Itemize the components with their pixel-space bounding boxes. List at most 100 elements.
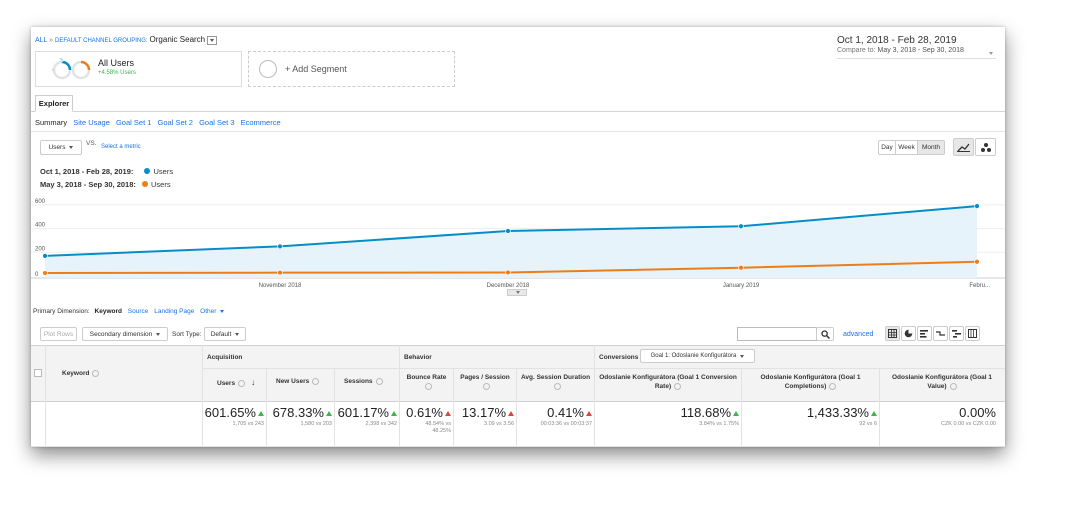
goal-selector-dropdown[interactable]: Goal 1: Odoslanie Konfigurátora xyxy=(640,349,755,363)
add-segment-circle-icon xyxy=(259,60,277,78)
breadcrumb: ALL » DEFAULT CHANNEL GROUPING: Organic … xyxy=(35,35,218,45)
legend-current-metric: Users xyxy=(153,167,174,176)
total-comparison: 92 vs 6 xyxy=(859,421,877,427)
x-tick-label: December 2018 xyxy=(487,283,530,289)
subtab-ecommerce[interactable]: Ecommerce xyxy=(240,118,281,127)
dimension-other[interactable]: Other xyxy=(200,308,217,315)
chevron-down-icon xyxy=(210,38,215,42)
x-tick-label: January 2019 xyxy=(723,283,760,289)
total-comparison: 1,580 vs 203 xyxy=(300,421,333,427)
data-point xyxy=(974,203,980,209)
term-cloud-icon xyxy=(952,330,961,338)
breadcrumb-all-link[interactable]: ALL xyxy=(35,37,48,44)
col-goal1-value-header[interactable]: Odoslanie Konfigurátora (Goal 1 Value) xyxy=(882,373,1002,391)
data-point xyxy=(505,228,511,234)
view-data-button[interactable] xyxy=(885,326,900,341)
total-value-text: 13.17% xyxy=(461,405,506,420)
segment-donut-icon xyxy=(52,58,91,80)
subtab-site-usage[interactable]: Site Usage xyxy=(73,118,110,127)
col-bounce-rate-header[interactable]: Bounce Rate xyxy=(400,373,453,391)
trend-down-icon xyxy=(445,411,451,417)
total-comparison: 2,398 vs 342 xyxy=(365,421,398,427)
breadcrumb-dropdown[interactable] xyxy=(207,35,218,45)
view-comparison-button[interactable] xyxy=(933,326,948,341)
metric-selected: Users xyxy=(48,144,66,151)
legend-previous-swatch xyxy=(142,181,148,187)
sort-descending-icon: ↓ xyxy=(251,378,256,387)
advanced-filter-link[interactable]: advanced xyxy=(843,331,874,338)
total-value: 118.68% xyxy=(681,405,739,420)
motion-chart-icon xyxy=(980,142,991,152)
col-goal1-completions-header[interactable]: Odoslanie Konfigurátora (Goal 1 Completi… xyxy=(744,373,877,391)
help-icon xyxy=(238,379,246,387)
view-percentage-button[interactable] xyxy=(901,326,916,341)
group-conversions: Conversions xyxy=(599,354,639,361)
y-tick-label: 600 xyxy=(35,199,46,205)
pie-icon xyxy=(904,329,913,338)
segment-all-users[interactable]: All Users +4.58% Users xyxy=(35,51,242,87)
search-button[interactable] xyxy=(816,327,834,341)
select-all-checkbox[interactable] xyxy=(34,369,42,377)
metric-dropdown[interactable]: Users xyxy=(40,140,82,155)
view-performance-button[interactable] xyxy=(917,326,932,341)
col-pages-session-header[interactable]: Pages / Session xyxy=(454,373,516,391)
total-value: 601.65% xyxy=(205,405,264,420)
subtab-goal-set-2[interactable]: Goal Set 2 xyxy=(157,118,193,127)
total-value-text: 601.17% xyxy=(337,405,389,420)
total-value-text: 601.65% xyxy=(204,405,256,420)
col-avg-session-duration-header[interactable]: Avg. Session Duration xyxy=(517,373,594,391)
dimension-source[interactable]: Source xyxy=(127,308,149,315)
y-tick-label: 400 xyxy=(35,223,46,229)
col-new-users-header[interactable]: New Users xyxy=(276,378,320,386)
sort-type-dropdown[interactable]: Default xyxy=(204,327,246,341)
secondary-dimension-dropdown[interactable]: Secondary dimension xyxy=(82,327,168,341)
granularity-week-button[interactable]: Week xyxy=(895,140,918,155)
legend-row-current: Oct 1, 2018 - Feb 28, 2019: Users xyxy=(40,167,173,176)
col-goal1-conversion-rate-header[interactable]: Odoslanie Konfigurátora (Goal 1 Conversi… xyxy=(597,373,739,391)
col-avg-session-duration-label: Avg. Session Duration xyxy=(520,374,591,381)
chart-collapse-handle[interactable] xyxy=(507,289,527,296)
subtab-goal-set-3[interactable]: Goal Set 3 xyxy=(199,118,235,127)
dimension-keyword[interactable]: Keyword xyxy=(94,308,122,315)
comparison-icon xyxy=(936,331,945,336)
select-metric-link[interactable]: Select a metric xyxy=(101,144,141,150)
add-segment-button[interactable]: + Add Segment xyxy=(248,51,455,87)
trend-up-icon xyxy=(391,411,397,417)
col-sessions-header[interactable]: Sessions xyxy=(344,378,383,385)
granularity-month-button[interactable]: Month xyxy=(917,140,945,155)
motion-chart-toggle[interactable] xyxy=(975,138,996,156)
col-users-label: Users xyxy=(217,380,236,387)
table-search-input[interactable] xyxy=(737,327,817,341)
total-value: 0.61% xyxy=(406,405,451,420)
col-new-users-label: New Users xyxy=(276,378,310,386)
trend-up-icon xyxy=(871,411,877,417)
chevron-down-icon xyxy=(69,146,74,149)
tab-explorer[interactable]: Explorer xyxy=(35,95,73,112)
breadcrumb-group[interactable]: DEFAULT CHANNEL GROUPING: xyxy=(55,38,148,44)
group-acquisition: Acquisition xyxy=(207,354,243,361)
compare-prefix: Compare to: xyxy=(837,47,876,54)
date-range-main[interactable]: Oct 1, 2018 - Feb 28, 2019 xyxy=(837,35,957,46)
col-users-header[interactable]: Users ↓ xyxy=(217,378,255,387)
col-goal1-conversion-rate-label: Odoslanie Konfigurátora (Goal 1 Conversi… xyxy=(599,374,737,390)
subtab-goal-set-1[interactable]: Goal Set 1 xyxy=(115,118,152,127)
col-bounce-rate-label: Bounce Rate xyxy=(406,374,447,381)
view-term-cloud-button[interactable] xyxy=(949,326,964,341)
dimension-landing-page[interactable]: Landing Page xyxy=(154,308,195,315)
sort-type-label: Sort Type: xyxy=(172,331,202,338)
line-chart-toggle[interactable] xyxy=(953,138,974,156)
users-line-chart[interactable]: 600 400 200 0 November 2018 December 2018 Janu… xyxy=(31,189,1005,299)
date-range-compare[interactable]: Compare to: May 3, 2018 - Sep 30, 2018 xyxy=(837,47,964,54)
date-range-chevron-icon[interactable] xyxy=(985,42,993,60)
view-pivot-button[interactable] xyxy=(965,326,980,341)
chevron-down-icon xyxy=(740,354,745,358)
plot-rows-button[interactable]: Plot Rows xyxy=(40,327,77,341)
x-tick-label: November 2018 xyxy=(259,283,302,289)
total-comparison: 48.54% vs 48.25% xyxy=(425,421,451,434)
granularity-day-button[interactable]: Day xyxy=(878,140,896,155)
help-icon xyxy=(424,382,432,390)
keyword-header[interactable]: Keyword xyxy=(62,370,100,377)
col-goal1-value-label: Odoslanie Konfigurátora (Goal 1 Value) xyxy=(891,374,993,390)
subtab-summary[interactable]: Summary xyxy=(35,118,68,127)
legend-current-label: Oct 1, 2018 - Feb 28, 2019: xyxy=(40,167,134,176)
